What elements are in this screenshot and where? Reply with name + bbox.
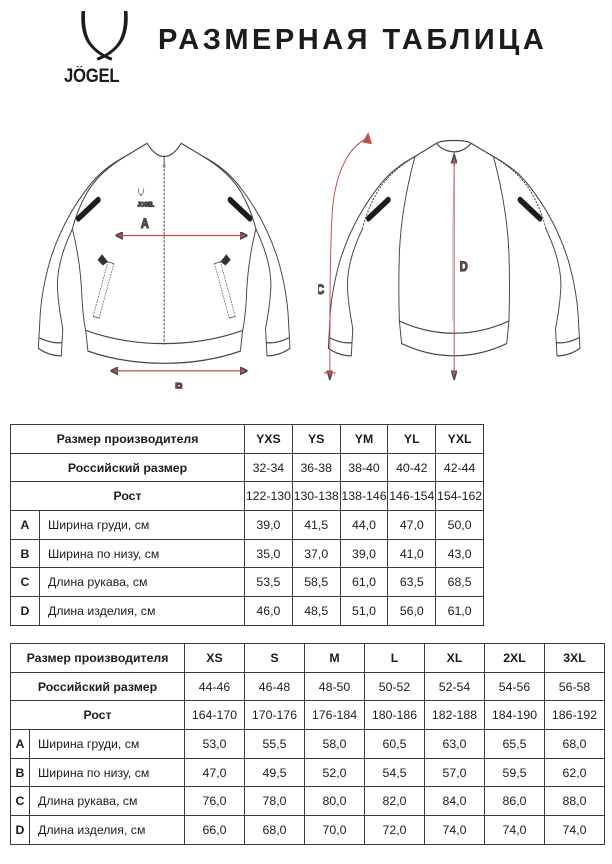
svg-text:JOGEL: JOGEL (138, 202, 155, 209)
svg-text:A: A (141, 216, 149, 232)
svg-text:D: D (460, 259, 468, 275)
svg-text:B: B (175, 380, 183, 388)
svg-text:C: C (318, 282, 324, 298)
